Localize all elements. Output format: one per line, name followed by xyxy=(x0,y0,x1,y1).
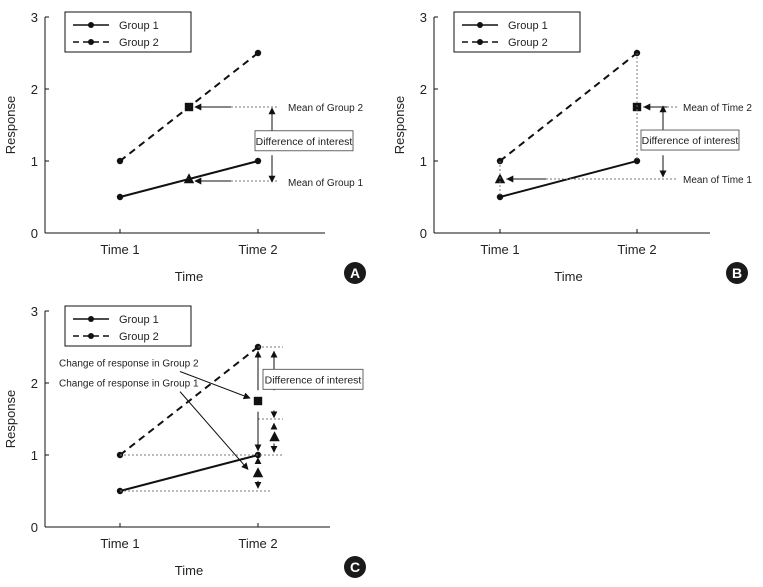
panel-b: 0 1 2 3 Time 1 Time 2 Time Response Group 1 Group… xyxy=(392,10,752,284)
panel-badge-label: C xyxy=(350,559,360,575)
series-line-group-2 xyxy=(119,346,259,456)
legend-marker-group-2 xyxy=(477,39,483,45)
point-group-1 xyxy=(496,193,504,201)
panel-c: 0 1 2 3 Time 1 Time 2 Time Response Group 1 Group… xyxy=(3,304,366,578)
legend-label-group-1: Group 1 xyxy=(119,20,159,32)
difference-label-box xyxy=(640,129,740,151)
legend-label-group-1: Group 1 xyxy=(119,314,159,326)
y-tick-label: 0 xyxy=(31,520,38,535)
point-group-1 xyxy=(116,193,124,201)
point-group-1 xyxy=(633,157,641,165)
change-group-2-leader xyxy=(179,371,251,400)
difference-label-box xyxy=(254,130,354,152)
mean-group-2-marker xyxy=(184,102,194,112)
legend-box xyxy=(64,305,192,347)
y-tick-label: 3 xyxy=(31,10,38,25)
x-tick-label: Time 2 xyxy=(238,242,277,257)
point-group-2 xyxy=(254,49,262,57)
change-group-2-marker xyxy=(253,396,263,406)
series-line-group-1 xyxy=(119,454,259,492)
point-group-1 xyxy=(254,157,262,165)
mean-group-2-label: Mean of Group 2 xyxy=(288,103,363,114)
x-tick-label: Time 1 xyxy=(480,242,519,257)
legend-marker-group-1 xyxy=(88,316,94,322)
panel-a: 0 1 2 3 Time 1 Time 2 Time Response Group 1 Group… xyxy=(3,10,366,284)
legend-marker-group-2 xyxy=(88,39,94,45)
legend-label-group-2: Group 2 xyxy=(119,331,159,343)
legend-label-group-2: Group 2 xyxy=(119,37,159,49)
difference-label: Difference of interest xyxy=(265,374,362,386)
mean-time-2-label: Mean of Time 2 xyxy=(683,103,752,114)
y-axis-label: Response xyxy=(392,96,407,155)
legend-label-group-1: Group 1 xyxy=(508,20,548,32)
panel-badge xyxy=(726,262,748,284)
x-tick-label: Time 2 xyxy=(617,242,656,257)
y-tick-label: 0 xyxy=(31,226,38,241)
legend-marker-group-1 xyxy=(477,22,483,28)
mean-time-1-label: Mean of Time 1 xyxy=(683,175,752,186)
y-tick-label: 2 xyxy=(420,82,427,97)
y-tick-label: 2 xyxy=(31,82,38,97)
panel-badge-label: A xyxy=(350,265,360,281)
y-axis-label: Response xyxy=(3,96,18,155)
y-tick-label: 2 xyxy=(31,376,38,391)
difference-label: Difference of interest xyxy=(642,135,739,147)
change-group-1-leader xyxy=(179,391,249,470)
y-axis-label: Response xyxy=(3,390,18,449)
difference-label-box xyxy=(262,368,364,390)
point-group-2 xyxy=(116,157,124,165)
change-group-2-label: Change of response in Group 2 xyxy=(59,358,199,369)
legend-box xyxy=(453,11,581,53)
y-tick-label: 1 xyxy=(420,154,427,169)
mean-group-1-marker xyxy=(183,173,195,184)
change-group-1-label: Change of response in Group 1 xyxy=(59,379,199,390)
x-axis-label: Time xyxy=(554,269,582,284)
x-axis-label: Time xyxy=(175,269,203,284)
series-line-group-2 xyxy=(499,52,638,162)
legend-box xyxy=(64,11,192,53)
difference-label: Difference of interest xyxy=(256,136,353,148)
difference-marker xyxy=(269,431,280,442)
mean-group-1-label: Mean of Group 1 xyxy=(288,178,363,189)
legend-marker-group-2 xyxy=(88,333,94,339)
x-tick-label: Time 1 xyxy=(100,242,139,257)
series-line-group-1 xyxy=(499,160,638,198)
y-tick-label: 0 xyxy=(420,226,427,241)
legend-label-group-2: Group 2 xyxy=(508,37,548,49)
legend-marker-group-1 xyxy=(88,22,94,28)
change-group-1-marker xyxy=(252,467,264,478)
panel-badge-label: B xyxy=(732,265,742,281)
y-tick-label: 3 xyxy=(31,304,38,319)
y-tick-label: 1 xyxy=(31,448,38,463)
y-tick-label: 3 xyxy=(420,10,427,25)
y-tick-label: 1 xyxy=(31,154,38,169)
panel-badge xyxy=(344,262,366,284)
x-tick-label: Time 2 xyxy=(238,536,277,551)
panel-badge xyxy=(344,556,366,578)
x-tick-label: Time 1 xyxy=(100,536,139,551)
x-axis-label: Time xyxy=(175,563,203,578)
